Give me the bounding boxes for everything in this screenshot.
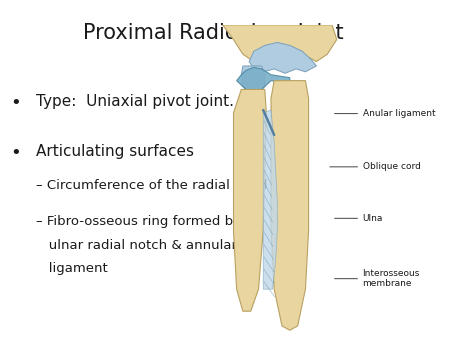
Text: Ulna: Ulna (363, 214, 383, 223)
Text: Oblique cord: Oblique cord (363, 162, 420, 171)
Polygon shape (263, 110, 277, 289)
Polygon shape (241, 66, 265, 92)
Text: ulnar radial notch & annular: ulnar radial notch & annular (36, 239, 237, 252)
Polygon shape (271, 81, 309, 330)
Text: ligament: ligament (36, 262, 107, 275)
Text: – Circumference of the radial head: – Circumference of the radial head (36, 179, 267, 192)
Text: •: • (10, 144, 21, 162)
Polygon shape (237, 67, 290, 92)
Text: Type:  Uniaxial pivot joint.: Type: Uniaxial pivot joint. (36, 94, 234, 109)
Text: •: • (10, 94, 21, 112)
Polygon shape (249, 43, 316, 73)
Text: Proximal Radioulnar Joint: Proximal Radioulnar Joint (83, 23, 344, 43)
Text: – Fibro-osseous ring formed by: – Fibro-osseous ring formed by (36, 215, 240, 228)
Text: Anular ligament: Anular ligament (363, 109, 435, 118)
Text: Articulating surfaces: Articulating surfaces (36, 144, 193, 159)
Polygon shape (234, 89, 266, 311)
Text: Interosseous
membrane: Interosseous membrane (363, 269, 420, 288)
Polygon shape (222, 25, 337, 63)
